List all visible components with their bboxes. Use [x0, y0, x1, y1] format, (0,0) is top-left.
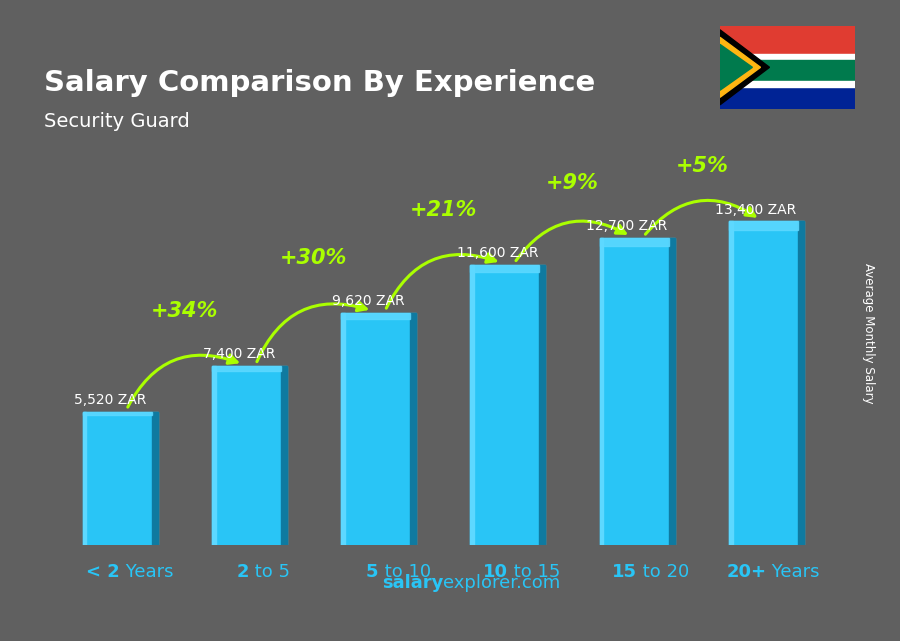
Text: Security Guard: Security Guard — [44, 112, 190, 131]
Bar — [83, 412, 158, 545]
Text: 11,600 ZAR: 11,600 ZAR — [457, 246, 538, 260]
Text: +5%: +5% — [675, 156, 728, 176]
Text: 12,700 ZAR: 12,700 ZAR — [586, 219, 668, 233]
Bar — [720, 81, 855, 109]
Polygon shape — [720, 29, 770, 104]
Text: to 5: to 5 — [249, 563, 291, 581]
Bar — [83, 412, 86, 545]
Bar — [669, 238, 675, 545]
Bar — [471, 265, 474, 545]
Bar — [471, 265, 545, 545]
Bar — [720, 60, 855, 81]
Text: to 15: to 15 — [508, 563, 561, 581]
Text: 9,620 ZAR: 9,620 ZAR — [332, 294, 405, 308]
Bar — [281, 366, 287, 545]
Text: 5: 5 — [366, 563, 379, 581]
Bar — [341, 313, 416, 545]
Bar — [729, 222, 733, 545]
Bar — [720, 26, 855, 54]
Bar — [212, 366, 281, 370]
Text: 13,400 ZAR: 13,400 ZAR — [716, 203, 796, 217]
Text: explorer.com: explorer.com — [443, 574, 561, 592]
Text: 20+: 20+ — [726, 563, 767, 581]
Text: Years: Years — [767, 563, 820, 581]
Bar — [83, 412, 151, 415]
Text: < 2: < 2 — [86, 563, 120, 581]
Bar — [599, 238, 669, 246]
Bar — [599, 238, 603, 545]
Bar — [539, 265, 545, 545]
Text: +34%: +34% — [151, 301, 219, 321]
Text: to 10: to 10 — [379, 563, 431, 581]
Bar — [729, 222, 804, 545]
Polygon shape — [720, 44, 752, 90]
Bar — [341, 313, 345, 545]
Bar — [798, 222, 804, 545]
Text: 2: 2 — [237, 563, 249, 581]
Bar — [729, 222, 798, 229]
Bar — [720, 81, 855, 87]
Text: 15: 15 — [612, 563, 637, 581]
Text: 10: 10 — [483, 563, 508, 581]
Text: Years: Years — [120, 563, 174, 581]
Text: salary: salary — [382, 574, 443, 592]
Bar — [151, 412, 158, 545]
Bar — [212, 366, 216, 545]
Text: +30%: +30% — [280, 247, 347, 267]
Bar — [212, 366, 287, 545]
Bar — [471, 265, 539, 272]
Text: 7,400 ZAR: 7,400 ZAR — [202, 347, 275, 362]
Polygon shape — [720, 37, 760, 97]
Bar — [720, 54, 855, 60]
Text: 5,520 ZAR: 5,520 ZAR — [74, 393, 146, 407]
Text: +21%: +21% — [410, 200, 477, 220]
Text: Average Monthly Salary: Average Monthly Salary — [862, 263, 875, 404]
Text: Salary Comparison By Experience: Salary Comparison By Experience — [44, 69, 596, 97]
Bar — [599, 238, 675, 545]
Text: to 20: to 20 — [637, 563, 689, 581]
Bar — [341, 313, 410, 319]
Bar — [410, 313, 416, 545]
Text: +9%: +9% — [546, 173, 599, 193]
